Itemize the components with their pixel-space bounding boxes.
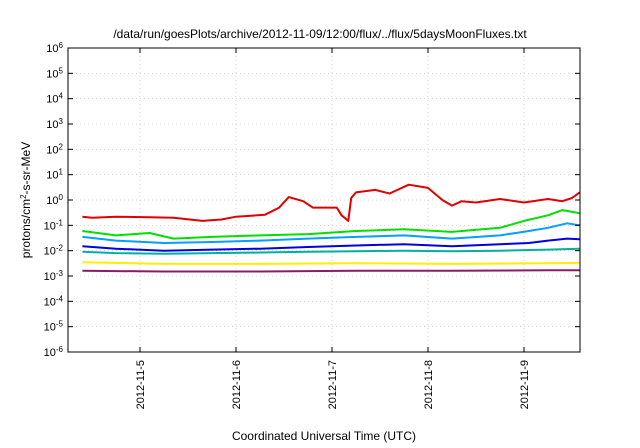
series-line-5 — [82, 247, 580, 255]
y-tick-exponent: 3 — [59, 117, 64, 126]
y-tick-base: 10 — [44, 271, 56, 283]
y-tick-base: 10 — [46, 43, 58, 55]
y-tick-exponent: -1 — [56, 218, 64, 227]
y-tick-exponent: 0 — [59, 193, 64, 202]
y-tick-label: 100 — [46, 193, 63, 208]
y-tick-label: 10-2 — [44, 243, 64, 258]
y-tick-label: 106 — [46, 41, 63, 56]
y-tick-base: 10 — [44, 220, 56, 232]
y-tick-base: 10 — [44, 347, 56, 359]
y-tick-exponent: 4 — [59, 91, 64, 100]
x-tick-label: 2012-11-9 — [519, 360, 531, 409]
series-line-1 — [82, 183, 581, 222]
series-line-6 — [82, 261, 580, 265]
y-ticks: 10-610-510-410-310-210-11001011021031041… — [44, 41, 580, 360]
y-tick-label: 104 — [46, 91, 63, 106]
x-tick-label: 2012-11-7 — [327, 360, 339, 409]
series-line-4 — [82, 237, 580, 252]
x-ticks: 2012-11-5 2012-11-6 2012-11-7 2012-11-8 2012… — [135, 48, 531, 409]
y-tick-label: 10-4 — [44, 294, 64, 309]
y-tick-exponent: -5 — [56, 319, 64, 328]
y-tick-base: 10 — [46, 144, 58, 156]
y-tick-base: 10 — [44, 296, 56, 308]
y-tick-base: 10 — [46, 94, 58, 106]
x-tick-label: 2012-11-5 — [135, 360, 147, 409]
y-tick-label: 102 — [46, 142, 63, 157]
y-tick-label: 101 — [46, 167, 63, 182]
series-group — [82, 183, 581, 273]
x-tick-label: 2012-11-8 — [423, 360, 435, 409]
y-tick-label: 10-6 — [44, 345, 64, 360]
series-line-3 — [82, 222, 580, 244]
y-tick-exponent: 6 — [59, 41, 64, 50]
y-tick-base: 10 — [44, 246, 56, 258]
x-tick-label: 2012-11-6 — [231, 360, 243, 409]
y-tick-label: 10-5 — [44, 319, 64, 334]
y-tick-label: 10-1 — [44, 218, 64, 233]
y-tick-label: 105 — [46, 66, 63, 81]
y-tick-exponent: 2 — [59, 142, 64, 151]
y-axis-label-pre: protons/cm — [19, 199, 33, 258]
y-tick-exponent: -6 — [56, 345, 64, 354]
y-tick-base: 10 — [46, 119, 58, 131]
chart-title: /data/run/goesPlots/archive/2012-11-09/1… — [113, 27, 527, 41]
y-tick-base: 10 — [46, 195, 58, 207]
y-tick-base: 10 — [46, 68, 58, 80]
y-tick-label: 10-3 — [44, 269, 64, 284]
y-axis-label-sup: 2 — [19, 194, 28, 199]
y-tick-base: 10 — [46, 170, 58, 182]
y-axis-label: protons/cm2-s-sr-MeV — [19, 142, 34, 258]
y-tick-exponent: -2 — [56, 243, 64, 252]
y-axis-label-post: -s-sr-MeV — [19, 142, 33, 195]
y-tick-exponent: 1 — [59, 167, 64, 176]
x-axis-label: Coordinated Universal Time (UTC) — [232, 429, 416, 443]
y-tick-exponent: -4 — [56, 294, 64, 303]
y-tick-exponent: -3 — [56, 269, 64, 278]
series-line-7 — [82, 269, 580, 273]
y-tick-label: 103 — [46, 117, 63, 132]
y-tick-base: 10 — [44, 322, 56, 334]
y-tick-exponent: 5 — [59, 66, 64, 75]
series-line-2 — [82, 209, 580, 240]
